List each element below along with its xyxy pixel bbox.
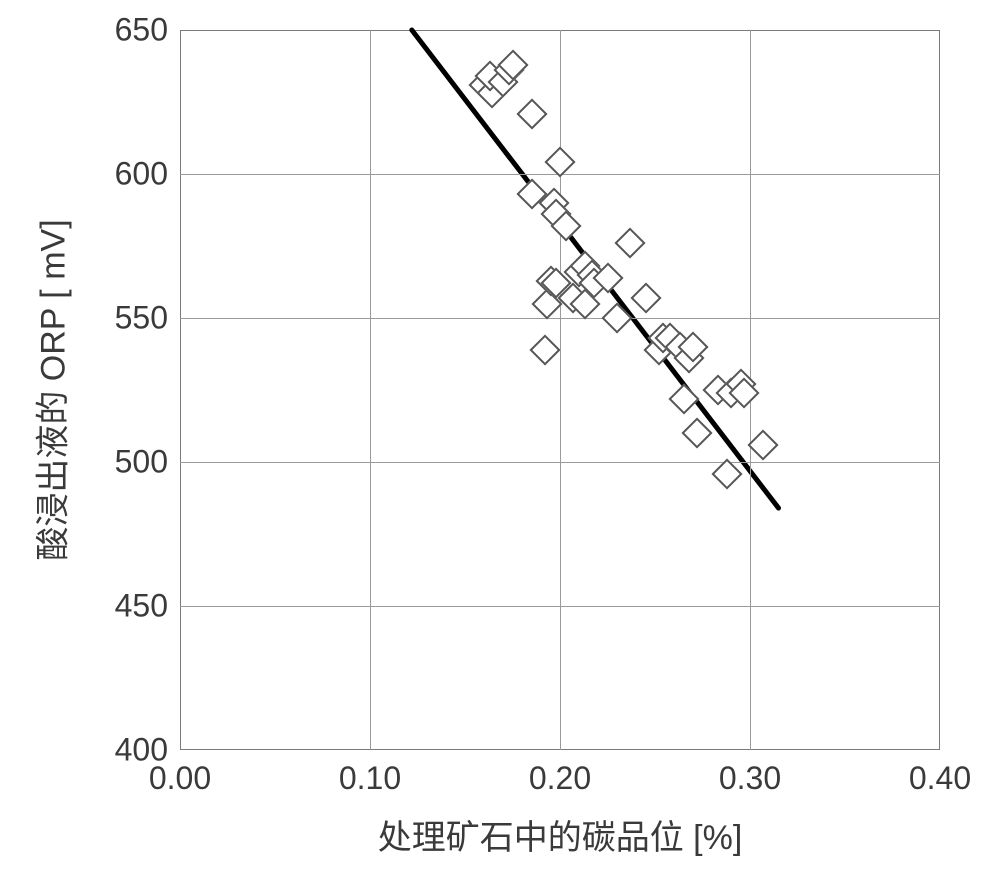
scatter-chart: 酸浸出液的 ORP [ mV] 处理矿石中的碳品位 [%] 4004505005… (0, 0, 1000, 893)
x-tick-label: 0.20 (529, 750, 591, 797)
x-axis-label: 处理矿石中的碳品位 [%] (378, 810, 743, 859)
y-tick-label: 600 (115, 156, 180, 193)
y-tick-label: 550 (115, 300, 180, 337)
x-tick-label: 0.10 (339, 750, 401, 797)
y-tick-label: 500 (115, 444, 180, 481)
x-tick-label: 0.00 (149, 750, 211, 797)
gridline-vertical (370, 30, 371, 750)
y-axis-label: 酸浸出液的 ORP [ mV] (26, 219, 75, 560)
x-tick-label: 0.30 (719, 750, 781, 797)
plot-area: 4004505005506006500.000.100.200.300.40 (180, 30, 940, 750)
y-tick-label: 650 (115, 12, 180, 49)
y-tick-label: 450 (115, 588, 180, 625)
x-tick-label: 0.40 (909, 750, 971, 797)
gridline-vertical (560, 30, 561, 750)
